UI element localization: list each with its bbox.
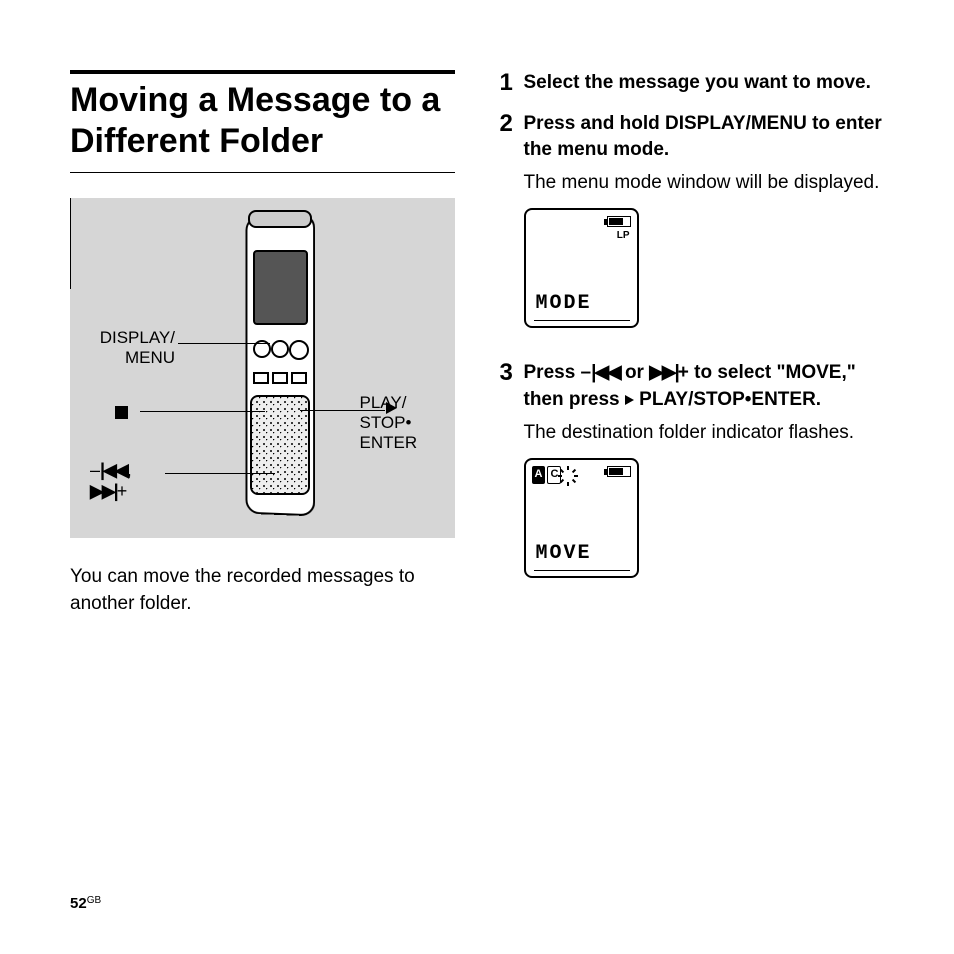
- flash-indicator-icon: [558, 466, 578, 486]
- step-3: 3 Press –|◀◀ or ▶▶|+ to select "MOVE," t…: [500, 360, 885, 596]
- step-number: 1: [500, 70, 524, 97]
- device-diagram: DISPLAY/MENU –|◀◀, ▶▶|+ PLAY/STOP•ENTER: [70, 198, 455, 538]
- label-stop-icon: [115, 398, 128, 424]
- battery-icon: [607, 216, 631, 227]
- step-2: 2 Press and hold DISPLAY/MENU to enter t…: [500, 111, 885, 347]
- lcd-text: MOVE: [536, 540, 592, 568]
- page-number: 52GB: [70, 895, 101, 912]
- page-title: Moving a Message to a Different Folder: [70, 70, 455, 173]
- step-number: 3: [500, 360, 524, 596]
- label-play-stop-enter: PLAY/STOP•ENTER: [360, 393, 440, 454]
- step-number: 2: [500, 111, 524, 347]
- battery-icon: [607, 466, 631, 477]
- step-instruction: Press –|◀◀ or ▶▶|+ to select "MOVE," the…: [524, 360, 885, 413]
- label-nav-buttons: –|◀◀, ▶▶|+: [90, 460, 132, 503]
- lcd-mode-screen: LP MODE: [524, 208, 639, 328]
- step-description: The destination folder indicator flashes…: [524, 420, 885, 447]
- intro-text: You can move the recorded messages to an…: [70, 563, 455, 618]
- step-1: 1 Select the message you want to move.: [500, 70, 885, 97]
- label-display-menu: DISPLAY/MENU: [90, 328, 175, 369]
- lcd-text: MODE: [536, 290, 592, 318]
- step-instruction: Select the message you want to move.: [524, 70, 871, 97]
- lcd-move-screen: AC MOVE: [524, 458, 639, 578]
- step-instruction: Press and hold DISPLAY/MENU to enter the…: [524, 111, 885, 164]
- lp-indicator: LP: [617, 229, 630, 243]
- step-description: The menu mode window will be displayed.: [524, 170, 885, 197]
